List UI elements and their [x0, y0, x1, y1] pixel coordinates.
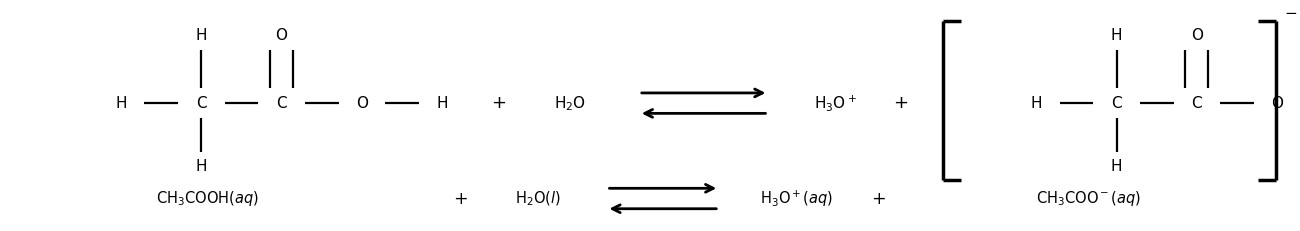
Text: H: H — [1031, 96, 1043, 111]
Text: H: H — [1110, 159, 1122, 174]
Text: CH$_3$COOH($aq$): CH$_3$COOH($aq$) — [156, 189, 259, 208]
Text: C: C — [1112, 96, 1122, 111]
Text: C: C — [1192, 96, 1203, 111]
Text: O: O — [1191, 27, 1202, 43]
Text: H: H — [195, 27, 207, 43]
Text: H: H — [116, 96, 127, 111]
Text: O: O — [356, 96, 368, 111]
Text: +: + — [491, 94, 507, 112]
Text: $-$: $-$ — [1283, 4, 1296, 19]
Text: +: + — [871, 189, 885, 207]
Text: H$_2$O($l$): H$_2$O($l$) — [515, 189, 560, 208]
Text: H$_3$O$^+$: H$_3$O$^+$ — [814, 93, 857, 113]
Text: C: C — [277, 96, 287, 111]
Text: O: O — [1271, 96, 1283, 111]
Text: H$_2$O: H$_2$O — [554, 94, 586, 112]
Text: O: O — [276, 27, 287, 43]
Text: C: C — [196, 96, 207, 111]
Text: CH$_3$COO$^-$($aq$): CH$_3$COO$^-$($aq$) — [1036, 189, 1140, 208]
Text: H: H — [1110, 27, 1122, 43]
Text: +: + — [452, 189, 468, 207]
Text: H$_3$O$^+$($aq$): H$_3$O$^+$($aq$) — [760, 188, 833, 209]
Text: H: H — [437, 96, 448, 111]
Text: +: + — [893, 94, 907, 112]
Text: H: H — [195, 159, 207, 174]
